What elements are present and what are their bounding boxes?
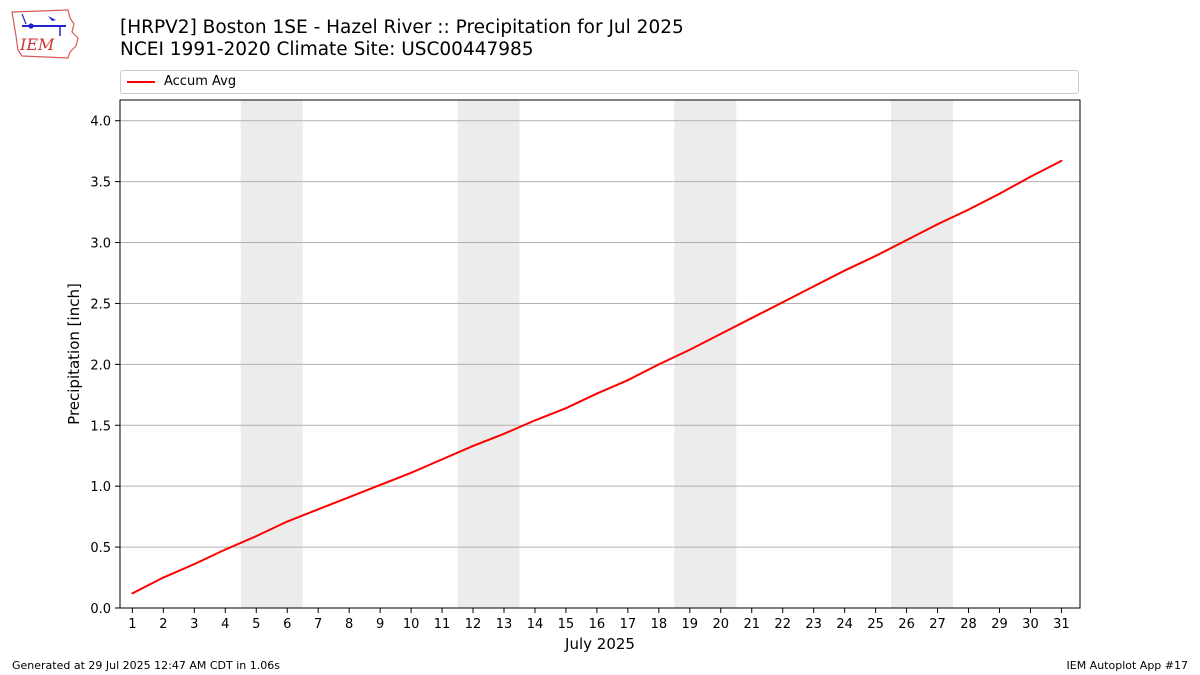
x-tick-label: 2: [159, 617, 167, 632]
data-point: [812, 285, 815, 288]
weekend-shade: [240, 100, 303, 608]
x-tick-label: 29: [991, 617, 1008, 632]
data-point: [286, 520, 289, 523]
data-point: [131, 592, 134, 595]
app-credit: IEM Autoplot App #17: [1066, 659, 1189, 672]
y-axis-label: Precipitation [inch]: [65, 283, 83, 425]
weekend-shade: [674, 100, 737, 608]
x-tick-label: 1: [128, 617, 136, 632]
y-tick-label: 0.0: [90, 602, 111, 617]
y-tick-label: 2.0: [90, 358, 111, 373]
chart-subtitle: NCEI 1991-2020 Climate Site: USC00447985: [120, 39, 534, 60]
data-point: [750, 317, 753, 320]
y-tick-label: 1.5: [90, 419, 111, 434]
data-point: [503, 432, 505, 435]
data-point: [626, 379, 629, 382]
x-tick-label: 12: [465, 617, 482, 632]
x-tick-label: 10: [403, 617, 420, 632]
y-tick-label: 2.5: [90, 297, 111, 312]
data-point: [967, 208, 970, 211]
x-tick-label: 7: [314, 617, 322, 632]
data-point: [874, 254, 877, 257]
data-point: [905, 239, 908, 242]
x-tick-label: 15: [558, 617, 575, 632]
logo-text: IEM: [19, 35, 55, 54]
data-point: [998, 192, 1001, 195]
y-tick-label: 0.5: [90, 541, 111, 556]
x-tick-label: 3: [190, 617, 198, 632]
x-tick-label: 24: [836, 617, 853, 632]
x-tick-label: 13: [496, 617, 513, 632]
data-point: [564, 407, 567, 410]
data-point: [719, 332, 722, 335]
x-tick-label: 4: [221, 617, 229, 632]
legend-label-accum-avg: Accum Avg: [164, 74, 237, 89]
data-point: [843, 269, 846, 272]
series-line-accum-avg: [131, 160, 1062, 595]
y-tick-label: 4.0: [90, 115, 111, 130]
data-point: [224, 548, 227, 551]
data-point: [688, 348, 691, 351]
x-tick-label: 23: [805, 617, 822, 632]
x-tick-label: 17: [620, 617, 637, 632]
x-axis-label: July 2025: [564, 635, 635, 653]
plot-frame: [119, 99, 1081, 609]
x-tick-label: 28: [960, 617, 977, 632]
data-point: [162, 576, 165, 579]
legend-swatch-accum-avg: [127, 81, 155, 83]
x-tick-label: 11: [434, 617, 451, 632]
generated-timestamp: Generated at 29 Jul 2025 12:47 AM CDT in…: [12, 659, 280, 672]
data-point: [255, 535, 258, 538]
x-tick-label: 25: [867, 617, 884, 632]
chart-title: [HRPV2] Boston 1SE - Hazel River :: Prec…: [120, 17, 684, 38]
x-tick-label: 22: [774, 617, 791, 632]
data-point: [379, 483, 382, 486]
y-tick-label: 3.5: [90, 176, 111, 191]
data-point: [472, 444, 475, 447]
x-tick-label: 16: [589, 617, 606, 632]
data-point: [533, 419, 536, 422]
data-point: [657, 363, 660, 366]
x-tick-label: 9: [376, 617, 384, 632]
data-point: [193, 563, 196, 566]
data-point: [410, 471, 413, 474]
x-tick-label: 20: [713, 617, 730, 632]
x-tick-label: 19: [682, 617, 699, 632]
x-tick-label: 21: [743, 617, 760, 632]
data-point: [936, 223, 939, 226]
data-point: [595, 392, 598, 395]
x-tick-label: 6: [283, 617, 291, 632]
data-point: [1060, 159, 1063, 162]
x-tick-label: 18: [651, 617, 668, 632]
y-tick-label: 1.0: [90, 480, 111, 495]
weekend-shade: [891, 100, 954, 608]
x-tick-label: 30: [1022, 617, 1039, 632]
x-tick-label: 8: [345, 617, 353, 632]
x-tick-label: 26: [898, 617, 915, 632]
iem-logo: IEM: [11, 9, 79, 59]
x-tick-label: 5: [252, 617, 260, 632]
weekend-shade: [457, 100, 520, 608]
data-point: [781, 301, 784, 304]
y-tick-label: 3.0: [90, 237, 111, 252]
x-tick-label: 31: [1053, 617, 1070, 632]
data-point: [348, 496, 351, 499]
data-point: [441, 458, 444, 461]
x-tick-label: 27: [929, 617, 946, 632]
data-point: [1029, 175, 1032, 178]
data-point: [317, 508, 320, 511]
x-tick-label: 14: [527, 617, 544, 632]
legend: Accum Avg: [120, 70, 1079, 94]
